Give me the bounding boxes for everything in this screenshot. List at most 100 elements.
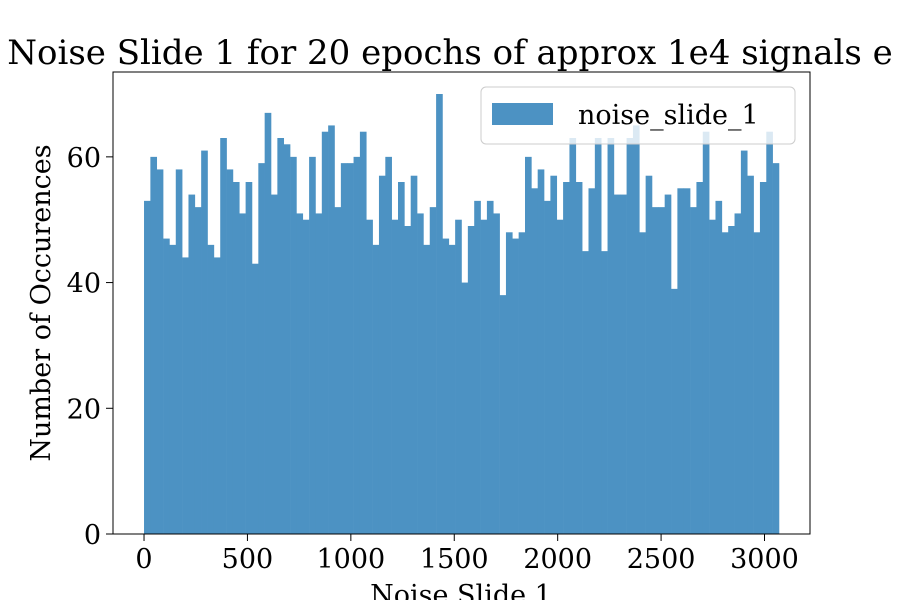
histogram-bar [639,232,646,535]
histogram-bar [474,200,481,535]
histogram-bar [417,213,424,534]
histogram-bar [391,219,399,534]
histogram-bar [340,163,348,534]
histogram-bar [721,232,729,535]
histogram-bar [378,175,386,534]
histogram-bar [436,94,443,534]
histogram-bar [283,144,291,535]
histogram-bar [398,182,405,534]
x-tick-label: 3000 [730,544,799,575]
histogram-bar [537,169,545,534]
histogram-bar [175,169,183,534]
histogram-bar [410,175,418,534]
histogram-bar [753,232,761,535]
histogram-bar [696,182,704,534]
histogram-bar [556,219,564,534]
x-tick-label: 1000 [316,544,385,575]
histogram-bar [232,182,240,534]
histogram-bar [429,207,437,534]
histogram-bar [734,213,742,534]
histogram-bar [296,213,304,534]
y-tick-label: 0 [84,520,101,551]
histogram-bar [569,138,577,534]
histogram-bar [505,232,513,535]
histogram-bar [169,244,177,535]
histogram-bar [309,156,316,535]
bars-layer [144,94,780,535]
histogram-bar [563,182,570,534]
histogram-bar [525,156,532,535]
histogram-bar [366,219,373,534]
histogram-bar [315,213,323,534]
histogram-bar [461,282,469,534]
y-tick-label: 40 [67,269,101,300]
histogram-bar [575,182,583,534]
histogram-bar [423,244,431,535]
histogram-bar [671,288,678,534]
histogram-bar [404,226,411,534]
histogram-bar [467,226,475,534]
histogram-bar [658,207,665,534]
histogram-bar [690,207,697,534]
histogram-bar [702,131,710,534]
histogram-bar [518,232,526,535]
legend-label: noise_slide_1 [578,100,759,131]
legend: noise_slide_1 [480,86,796,145]
histogram-bar [531,188,538,535]
legend-swatch [492,103,553,125]
histogram-bar [163,238,170,534]
histogram-bar [759,182,767,534]
histogram-bar [486,200,494,535]
y-tick-label: 20 [67,394,101,425]
histogram-bar [512,238,519,534]
histogram-bar [766,131,773,534]
histogram-bar [747,175,754,534]
histogram-bar [677,188,685,535]
histogram-bar [709,219,716,534]
histogram-bar [626,138,634,534]
chart-title: Noise Slide 1 for 20 epochs of approx 1e… [7,33,892,73]
histogram-bar [645,175,653,534]
x-tick-label: 500 [222,544,274,575]
axes-frame [112,71,811,535]
ticks-layer: 0 500 1000 1500 2000 2500 3000 0 20 40 60 [67,143,799,575]
histogram-bar [550,175,558,534]
histogram-bar [651,207,659,534]
histogram-bar [728,226,735,534]
histogram-bar [220,138,227,534]
histogram-bar [188,194,196,534]
histogram-bar [385,156,392,535]
x-tick-label: 0 [135,544,152,575]
histogram-bar [607,138,615,534]
histogram-bar [271,194,278,534]
histogram-bar [353,156,361,535]
histogram-bar [213,257,221,534]
histogram-bar [277,138,285,534]
histogram-bar [594,138,602,534]
histogram-bar [683,188,691,535]
legend-box [480,86,796,145]
x-axis-label: Noise Slide 1 [370,580,552,600]
histogram-bar [620,194,627,534]
histogram-bar [328,125,335,535]
histogram-bar [156,169,164,534]
histogram-bar [182,257,189,534]
histogram-bar [226,169,234,534]
histogram-bar [442,238,450,534]
histogram-bar [347,163,354,534]
histogram-bar [290,156,297,535]
plot-frame [112,71,811,535]
histogram-bar [448,244,456,535]
histogram-bar [772,163,780,534]
histogram-bar [302,219,310,534]
histogram-bar [144,200,151,535]
histogram-bar [321,131,329,534]
histogram-bar [201,150,208,534]
histogram-bar [239,213,246,534]
x-tick-label: 1500 [420,544,489,575]
histogram-bar [150,156,158,535]
histogram-bar [359,131,367,534]
histogram-bar [588,188,596,535]
